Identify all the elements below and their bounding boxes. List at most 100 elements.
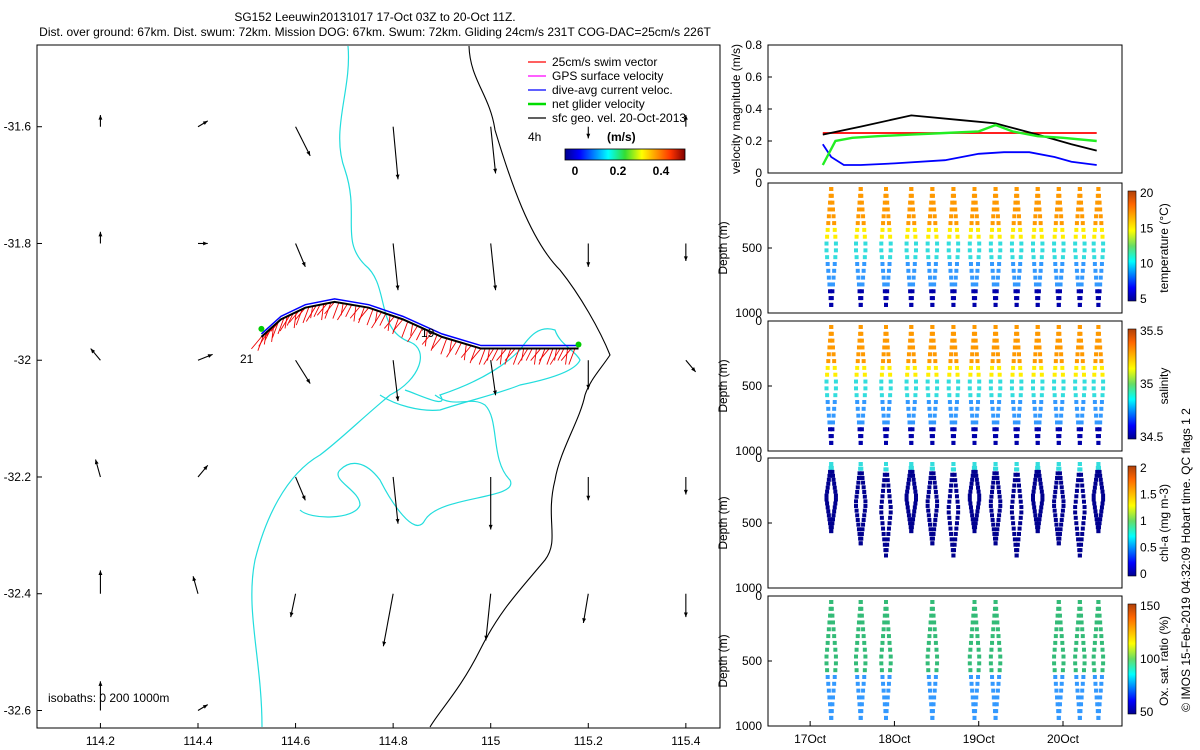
swim-vector bbox=[496, 348, 507, 361]
profile-sample bbox=[882, 537, 887, 542]
profile-sample bbox=[1082, 248, 1087, 253]
profile-sample bbox=[1060, 234, 1065, 239]
swim-vector bbox=[431, 336, 443, 350]
profile-sample bbox=[995, 480, 1000, 485]
profile-sample bbox=[881, 526, 886, 531]
profile-sample bbox=[1040, 493, 1045, 498]
profile-sample bbox=[997, 640, 1002, 645]
profile-sample bbox=[829, 296, 834, 301]
profile-sample bbox=[911, 513, 916, 518]
profile-sample bbox=[1079, 613, 1084, 618]
profile-sample bbox=[1009, 510, 1014, 515]
swim-vector bbox=[345, 304, 353, 317]
profile-sample bbox=[973, 525, 978, 530]
profile-sample bbox=[1056, 302, 1061, 307]
profile-sample bbox=[854, 654, 859, 659]
profile-sample bbox=[1033, 345, 1038, 350]
profile-sample bbox=[863, 386, 868, 391]
profile-sample bbox=[973, 427, 978, 432]
profile-sample bbox=[1032, 221, 1037, 226]
swim-vector bbox=[384, 316, 395, 329]
profile-sample bbox=[991, 345, 996, 350]
profile-sample bbox=[906, 477, 911, 482]
profile-sample bbox=[975, 359, 980, 364]
profile-sample bbox=[1057, 434, 1062, 439]
profile-sample bbox=[905, 365, 910, 370]
profile-sample bbox=[1098, 695, 1103, 700]
profile-sample bbox=[1096, 715, 1101, 720]
profile-sample bbox=[856, 475, 861, 480]
profile-sample bbox=[1053, 489, 1058, 494]
profile-sample bbox=[925, 241, 930, 246]
profile-sample bbox=[926, 255, 931, 260]
profile-sample bbox=[855, 268, 860, 273]
profile-sample bbox=[904, 379, 909, 384]
profile-sample bbox=[862, 372, 867, 377]
profile-sample bbox=[925, 503, 930, 508]
profile-sample bbox=[992, 471, 997, 476]
profile-sample bbox=[1059, 359, 1064, 364]
profile-sample bbox=[1011, 221, 1016, 226]
profile-sample bbox=[880, 521, 885, 526]
velocity-arrow-head bbox=[90, 348, 96, 354]
profile-sample bbox=[825, 674, 830, 679]
profile-sample bbox=[885, 282, 890, 287]
profile-sample bbox=[994, 338, 999, 343]
profile-sample bbox=[973, 469, 978, 474]
profile-sample bbox=[1014, 553, 1019, 558]
profile-sample bbox=[1097, 469, 1102, 474]
profile-sample bbox=[1081, 372, 1086, 377]
profile-sample bbox=[854, 503, 859, 508]
depth-tick-label: 1000 bbox=[735, 444, 762, 458]
profile-sample bbox=[1075, 352, 1080, 357]
profile-sample bbox=[928, 522, 933, 527]
profile-sample bbox=[1092, 227, 1097, 232]
profile-sample bbox=[1016, 214, 1021, 219]
profile-sample bbox=[1091, 248, 1096, 253]
profile-sample bbox=[1032, 365, 1037, 370]
profile-sample bbox=[933, 517, 938, 522]
velocity-arrow bbox=[490, 360, 497, 396]
profile-sample bbox=[952, 472, 957, 477]
profile-sample bbox=[928, 214, 933, 219]
profile-sample bbox=[1012, 214, 1017, 219]
profile-sample bbox=[972, 325, 977, 329]
profile-sample bbox=[833, 241, 838, 246]
profile-sample bbox=[829, 529, 834, 534]
profile-sample bbox=[912, 268, 917, 273]
profile-sample bbox=[829, 325, 834, 329]
profile-sample bbox=[1098, 627, 1103, 632]
profile-sample bbox=[1053, 221, 1058, 226]
profile-sample bbox=[925, 654, 930, 659]
profile-sample bbox=[953, 537, 958, 542]
profile-sample bbox=[929, 613, 934, 618]
profile-sample bbox=[879, 647, 884, 652]
depth-tick-label: 500 bbox=[742, 516, 762, 530]
profile-sample bbox=[990, 681, 995, 686]
isobath-label: isobaths: 0 200 1000m bbox=[48, 691, 169, 705]
profile-sample bbox=[926, 365, 931, 370]
profile-sample bbox=[1019, 379, 1024, 384]
profile-sample bbox=[935, 248, 940, 253]
profile-sample bbox=[951, 553, 956, 558]
colorbar-tick-label: 35.5 bbox=[1140, 324, 1164, 338]
profile-sample bbox=[954, 221, 959, 226]
profile-sample bbox=[861, 634, 866, 639]
profile-sample bbox=[1101, 497, 1106, 502]
profile-sample bbox=[933, 513, 938, 518]
profile-sample bbox=[1075, 531, 1080, 536]
profile-sample bbox=[861, 413, 866, 418]
profile-sample bbox=[925, 661, 930, 666]
depth-tick-label: 500 bbox=[742, 379, 762, 393]
profile-sample bbox=[990, 221, 995, 226]
profile-sample bbox=[997, 513, 1002, 518]
profile-sample bbox=[988, 248, 993, 253]
profile-sample bbox=[1101, 654, 1106, 659]
profile-sample bbox=[1053, 227, 1058, 232]
profile-sample bbox=[976, 640, 981, 645]
profile-sample bbox=[911, 420, 916, 425]
profile-sample bbox=[974, 275, 979, 280]
profile-sample bbox=[991, 688, 996, 693]
profile-sample bbox=[1031, 379, 1036, 384]
